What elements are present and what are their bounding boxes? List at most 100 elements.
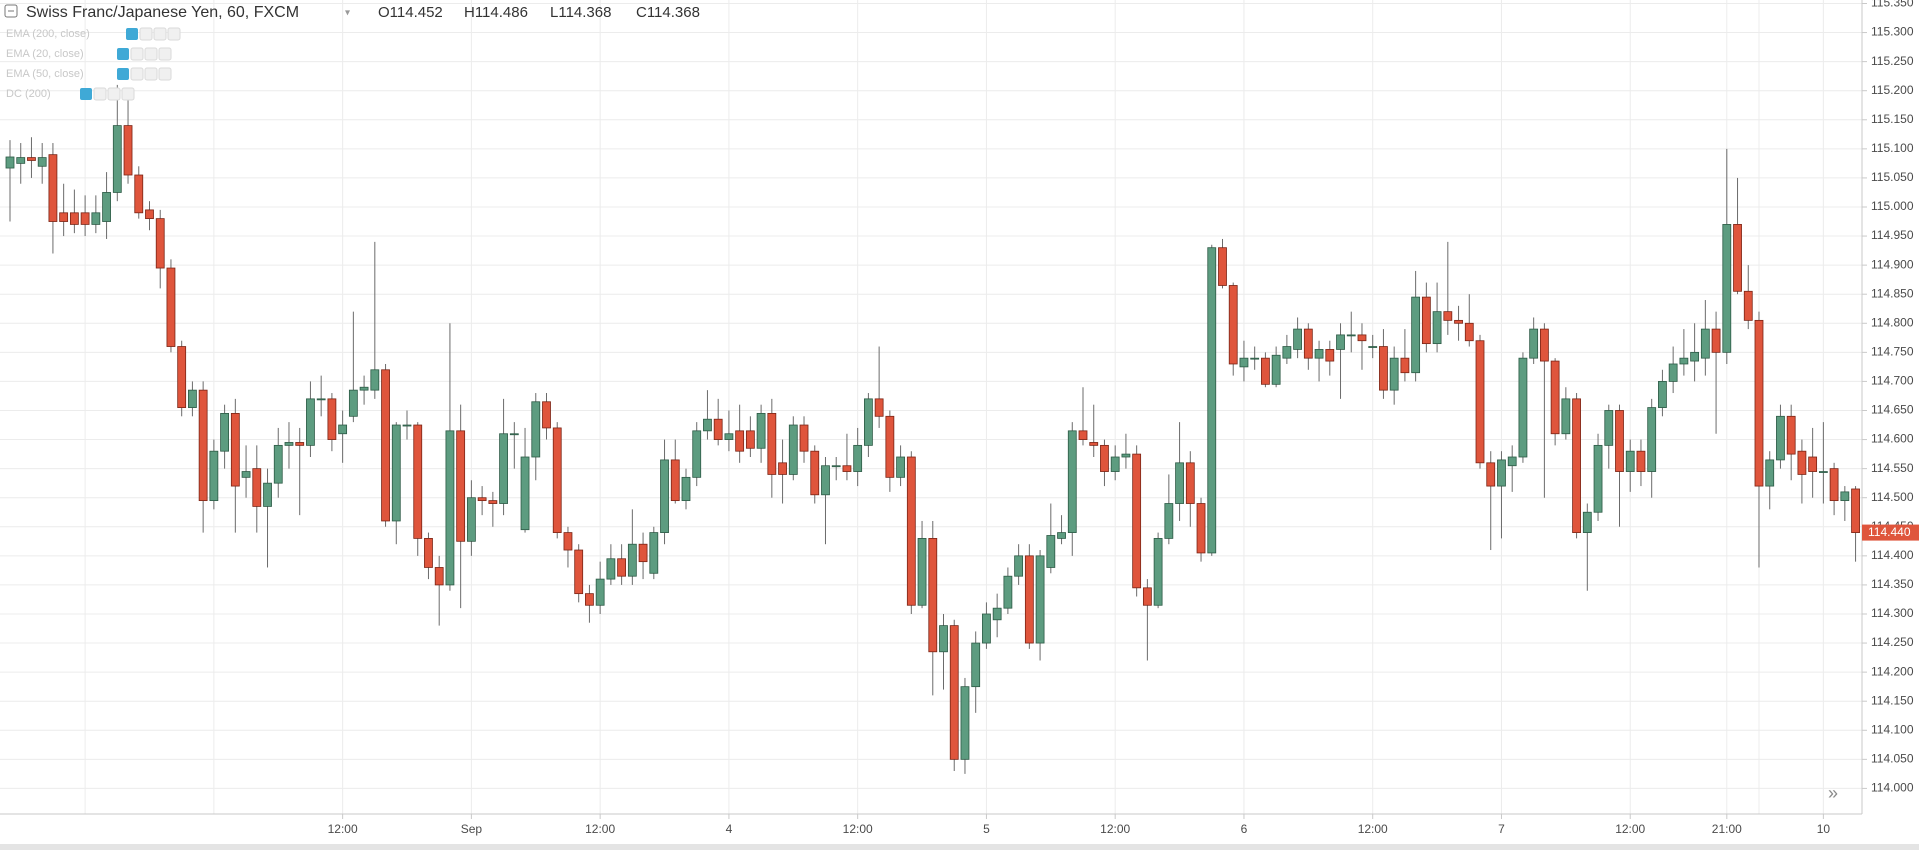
candle-body xyxy=(585,593,594,606)
candle-body xyxy=(649,532,659,574)
candle-body xyxy=(531,401,541,458)
y-tick-label: 114.550 xyxy=(1871,461,1914,475)
candle-body xyxy=(574,549,584,595)
scroll-to-end-icon[interactable]: » xyxy=(1828,783,1838,803)
candle-body xyxy=(284,442,294,446)
indicator-visibility[interactable] xyxy=(117,68,129,80)
candle-body xyxy=(1046,535,1056,568)
candle-body xyxy=(939,625,948,653)
candle-body xyxy=(112,125,122,193)
y-tick-label: 114.950 xyxy=(1871,228,1914,242)
indicator-visibility[interactable] xyxy=(126,28,138,40)
candle-body xyxy=(1175,462,1184,504)
x-tick-label: 6 xyxy=(1241,822,1248,836)
candle-body xyxy=(960,686,970,760)
candle-body xyxy=(1765,459,1775,487)
candle-body xyxy=(1261,357,1270,385)
candle-body xyxy=(788,424,798,475)
candle-body xyxy=(359,386,369,391)
indicator-button[interactable] xyxy=(139,27,153,41)
candle-body xyxy=(134,174,144,214)
candle-body xyxy=(220,412,230,452)
y-tick-label: 114.400 xyxy=(1871,548,1914,562)
indicator-button[interactable] xyxy=(107,87,121,101)
indicator-button[interactable] xyxy=(144,47,158,61)
y-tick-label: 114.500 xyxy=(1871,490,1914,504)
candle-body xyxy=(1733,224,1742,292)
candle-body xyxy=(1282,346,1292,359)
candle-body xyxy=(831,465,841,468)
x-tick-label: 12:00 xyxy=(1100,822,1130,836)
indicator-visibility[interactable] xyxy=(117,48,129,60)
scroll-button[interactable]: » xyxy=(1828,783,1838,803)
y-tick-label: 114.650 xyxy=(1871,403,1914,417)
candle-body xyxy=(928,538,938,653)
candle-body xyxy=(1239,357,1249,368)
candle-body xyxy=(1625,450,1635,472)
collapse-button[interactable] xyxy=(4,4,18,18)
candle-body xyxy=(348,389,358,417)
candle-body xyxy=(1325,349,1335,362)
candle-body xyxy=(177,346,187,408)
candle-body xyxy=(1647,407,1657,472)
candle-body xyxy=(681,476,691,502)
candle-body xyxy=(69,212,79,225)
candle-body xyxy=(230,412,240,487)
indicator-button[interactable] xyxy=(167,27,181,41)
candle-body xyxy=(713,418,723,440)
indicator-list: EMA (200, close) EMA (20, close) EMA (50, … xyxy=(6,27,181,101)
candle-body xyxy=(617,558,627,577)
indicator-button[interactable] xyxy=(130,67,144,81)
candle-body xyxy=(456,430,466,542)
candle-body xyxy=(1421,296,1431,345)
candle-body xyxy=(1142,587,1152,606)
candle-body xyxy=(1336,334,1345,350)
y-tick-label: 114.150 xyxy=(1871,693,1914,707)
indicator-button[interactable] xyxy=(121,87,135,101)
candle-body xyxy=(1711,328,1721,353)
indicator-name: EMA (200, close) xyxy=(6,28,90,40)
indicator-name: DC (200) xyxy=(6,88,51,100)
candle-body xyxy=(1089,442,1099,446)
indicator-button[interactable] xyxy=(130,47,144,61)
indicator-button[interactable] xyxy=(153,27,167,41)
y-tick-label: 114.100 xyxy=(1871,722,1914,736)
candle-body xyxy=(853,444,863,472)
last-price-label: 114.440 xyxy=(1868,525,1911,539)
indicator-button[interactable] xyxy=(158,47,172,61)
ohlc-legend: O114.452 H114.486 L114.368 C114.368 ▾ xyxy=(345,4,700,21)
candle-body xyxy=(810,450,820,496)
candle-body xyxy=(670,459,680,502)
candle-body xyxy=(756,412,766,449)
indicator-visibility[interactable] xyxy=(80,88,92,100)
candle-body xyxy=(1067,430,1077,533)
candle-body xyxy=(91,212,101,225)
candle-body xyxy=(1443,311,1453,321)
x-tick-label: 12:00 xyxy=(843,822,873,836)
indicator-button[interactable] xyxy=(93,87,107,101)
candle-body xyxy=(263,482,272,507)
candle-body xyxy=(48,154,58,222)
indicator-name: EMA (20, close) xyxy=(6,48,84,60)
candle-body xyxy=(595,578,605,606)
indicator-button[interactable] xyxy=(144,67,158,81)
candle-body xyxy=(488,500,498,504)
candle-body xyxy=(1218,247,1227,286)
candle-body xyxy=(1851,488,1860,533)
ohlc-value: C114.368 xyxy=(636,4,700,21)
candle-body xyxy=(874,398,884,417)
candle-body xyxy=(1593,444,1603,513)
candle-body xyxy=(466,497,476,542)
candle-body xyxy=(1679,357,1689,365)
candle-body xyxy=(542,401,551,429)
candle-body xyxy=(1497,459,1506,487)
ohlc-value: O114.452 xyxy=(378,4,443,21)
candle-body xyxy=(306,398,315,446)
x-tick-label: 10 xyxy=(1817,822,1831,836)
bottom-bar xyxy=(0,844,1919,850)
indicator-button[interactable] xyxy=(158,67,172,81)
candle-body xyxy=(1132,453,1142,589)
indicator-name: EMA (50, close) xyxy=(6,68,84,80)
y-tick-label: 114.700 xyxy=(1871,374,1914,388)
